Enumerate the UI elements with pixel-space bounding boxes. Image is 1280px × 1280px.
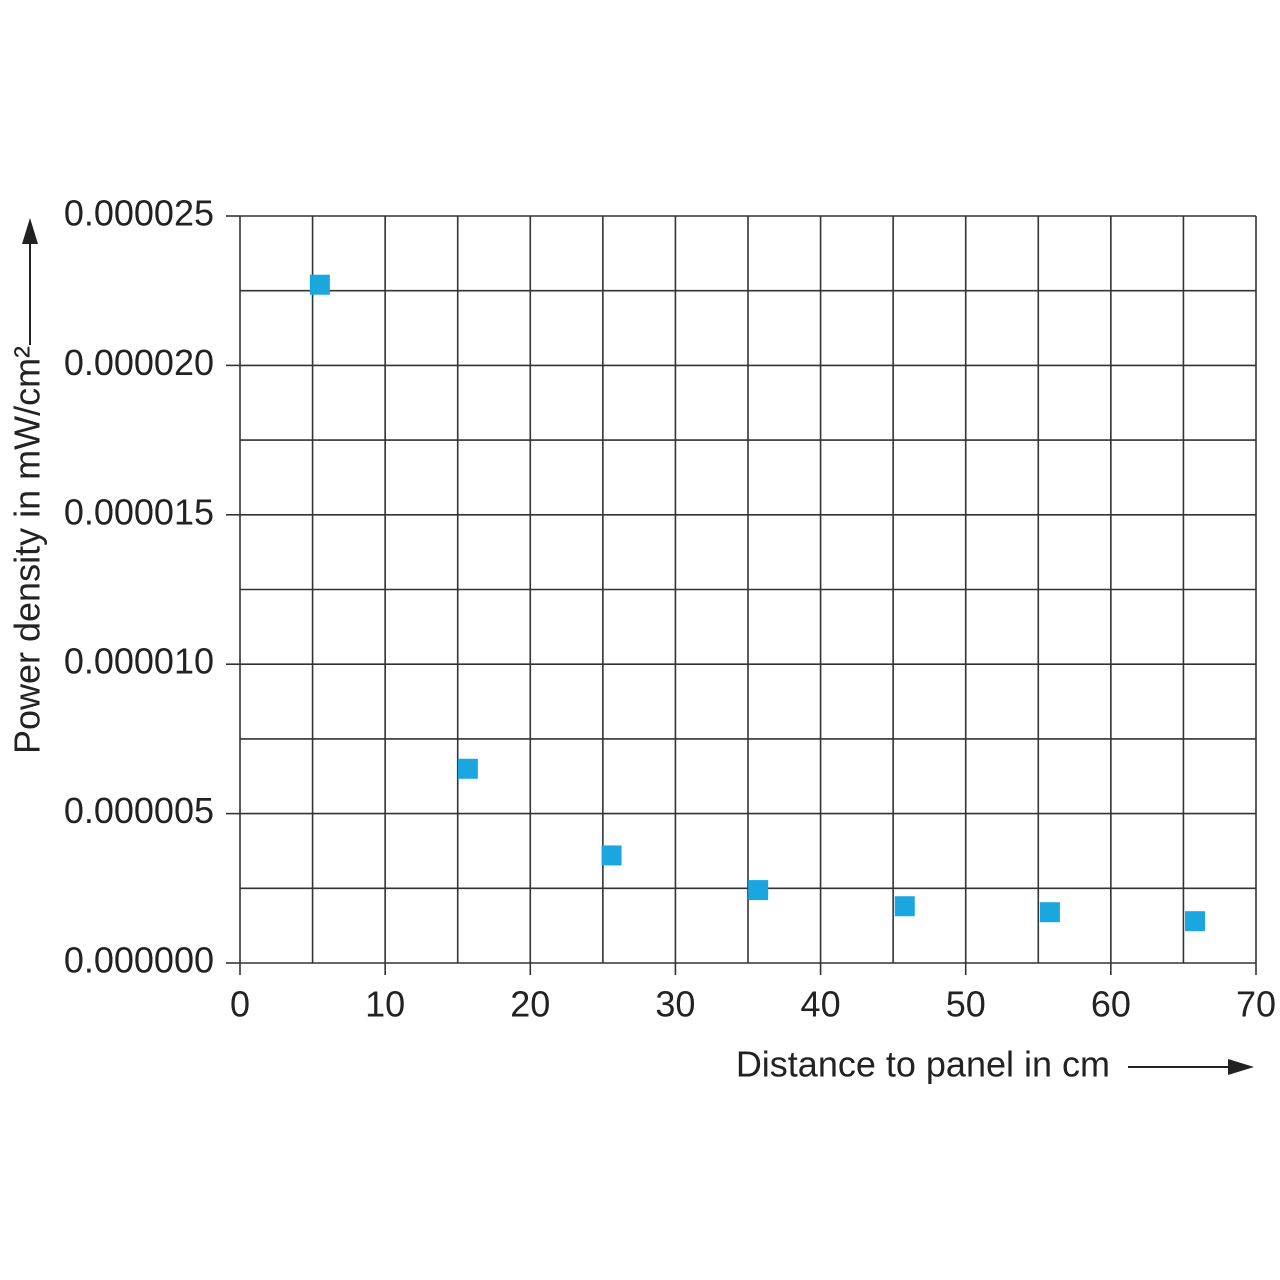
marker	[894, 896, 915, 917]
x-tick-label: 60	[1091, 984, 1131, 1025]
marker	[601, 845, 622, 866]
x-tick-label: 40	[801, 984, 841, 1025]
marker	[309, 274, 330, 295]
x-tick-label: 0	[230, 984, 250, 1025]
marker	[1185, 911, 1206, 932]
y-tick-label: 0.000015	[64, 491, 214, 532]
x-tick-label: 20	[510, 984, 550, 1025]
y-tick-label: 0.000010	[64, 641, 214, 682]
x-tick-label: 10	[365, 984, 405, 1025]
marker	[1039, 902, 1060, 923]
x-tick-label: 70	[1236, 984, 1276, 1025]
y-tick-label: 0.000005	[64, 790, 214, 831]
x-axis-title: Distance to panel in cm	[736, 1044, 1110, 1085]
x-arrow-head	[1228, 1059, 1254, 1075]
y-axis-title: Power density in mW/cm²	[7, 346, 48, 754]
y-tick-label: 0.000020	[64, 342, 214, 383]
y-tick-label: 0.000025	[64, 193, 214, 234]
x-tick-label: 50	[946, 984, 986, 1025]
marker	[457, 758, 478, 779]
marker	[748, 880, 769, 901]
y-arrow-head	[22, 218, 38, 244]
y-tick-label: 0.000000	[64, 940, 214, 981]
x-tick-label: 30	[655, 984, 695, 1025]
